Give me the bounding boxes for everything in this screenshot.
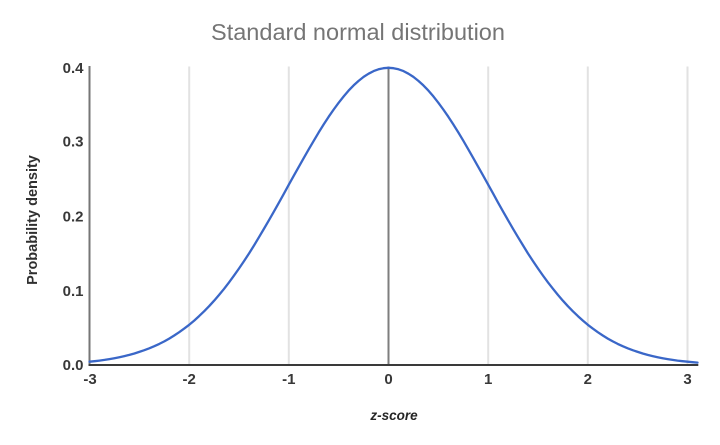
svg-text:0: 0	[384, 371, 392, 388]
svg-text:-2: -2	[183, 371, 196, 388]
svg-text:3: 3	[683, 371, 691, 388]
svg-text:2: 2	[584, 371, 592, 388]
svg-text:z-score: z-score	[369, 408, 418, 423]
svg-text:0.2: 0.2	[63, 208, 84, 225]
svg-text:0.4: 0.4	[63, 60, 85, 77]
svg-text:Probability density: Probability density	[25, 155, 41, 285]
svg-text:0.3: 0.3	[63, 133, 84, 150]
svg-text:0.1: 0.1	[63, 283, 84, 300]
svg-text:-1: -1	[282, 371, 295, 388]
svg-text:-3: -3	[83, 371, 96, 388]
svg-text:1: 1	[484, 371, 492, 388]
svg-text:Standard normal distribution: Standard normal distribution	[211, 19, 505, 45]
svg-text:0.0: 0.0	[63, 357, 84, 374]
